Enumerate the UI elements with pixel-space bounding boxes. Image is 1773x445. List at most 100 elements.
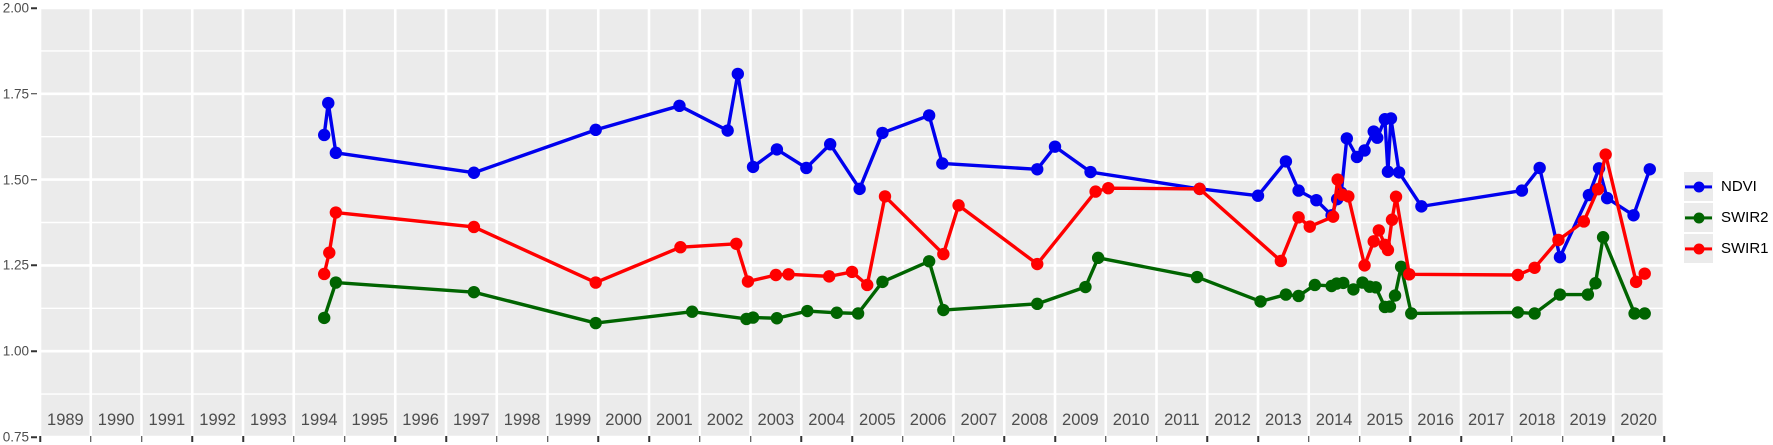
- data-point[interactable]: [467, 220, 481, 234]
- data-point[interactable]: [1048, 140, 1062, 153]
- data-point[interactable]: [1415, 200, 1428, 213]
- data-point[interactable]: [1600, 191, 1614, 205]
- data-point[interactable]: [1591, 183, 1605, 196]
- data-point[interactable]: [830, 306, 843, 319]
- data-point[interactable]: [1528, 307, 1541, 320]
- data-point[interactable]: [741, 275, 755, 288]
- data-point[interactable]: [1251, 189, 1265, 202]
- data-point[interactable]: [329, 146, 343, 160]
- data-point[interactable]: [876, 126, 889, 140]
- data-point[interactable]: [1552, 233, 1565, 247]
- data-point[interactable]: [1388, 289, 1402, 302]
- data-point[interactable]: [730, 237, 743, 250]
- data-point[interactable]: [323, 246, 336, 259]
- data-point[interactable]: [467, 285, 481, 299]
- data-point[interactable]: [1310, 193, 1323, 207]
- data-point[interactable]: [746, 160, 760, 174]
- data-point[interactable]: [1628, 307, 1641, 320]
- data-point[interactable]: [1331, 173, 1344, 186]
- data-point[interactable]: [746, 311, 760, 324]
- data-point[interactable]: [589, 276, 602, 289]
- data-point[interactable]: [845, 265, 859, 279]
- data-point[interactable]: [318, 267, 331, 281]
- data-point[interactable]: [936, 157, 949, 170]
- data-point[interactable]: [851, 307, 865, 320]
- data-point[interactable]: [329, 276, 343, 289]
- data-point[interactable]: [1599, 148, 1612, 161]
- data-point[interactable]: [770, 143, 784, 156]
- data-point[interactable]: [322, 96, 335, 110]
- data-point[interactable]: [1279, 155, 1293, 168]
- data-point[interactable]: [1031, 163, 1044, 176]
- data-point[interactable]: [1582, 188, 1596, 202]
- data-point[interactable]: [674, 241, 687, 254]
- data-point[interactable]: [1292, 211, 1305, 224]
- data-point[interactable]: [861, 278, 874, 292]
- data-point[interactable]: [1385, 213, 1399, 226]
- data-point[interactable]: [1367, 235, 1380, 248]
- data-point[interactable]: [1292, 184, 1305, 197]
- data-point[interactable]: [1389, 190, 1403, 203]
- data-point[interactable]: [853, 182, 866, 196]
- data-point[interactable]: [1031, 297, 1044, 311]
- data-point[interactable]: [769, 268, 783, 282]
- data-point[interactable]: [1643, 163, 1656, 176]
- data-point[interactable]: [685, 305, 699, 318]
- data-point[interactable]: [1394, 260, 1408, 273]
- data-point[interactable]: [1384, 112, 1398, 125]
- data-point[interactable]: [1533, 161, 1546, 175]
- data-point[interactable]: [922, 109, 936, 122]
- data-point[interactable]: [1084, 165, 1097, 179]
- data-point[interactable]: [1347, 283, 1360, 296]
- data-point[interactable]: [673, 99, 686, 113]
- data-point[interactable]: [876, 275, 889, 289]
- data-point[interactable]: [1102, 181, 1115, 195]
- data-point[interactable]: [878, 190, 892, 203]
- data-point[interactable]: [1577, 215, 1591, 228]
- data-point[interactable]: [1190, 270, 1204, 284]
- legend-item-swir1[interactable]: SWIR1: [1684, 233, 1773, 264]
- data-point[interactable]: [1581, 288, 1595, 301]
- data-point[interactable]: [822, 270, 836, 283]
- data-point[interactable]: [782, 268, 795, 281]
- data-point[interactable]: [1292, 289, 1305, 303]
- data-point[interactable]: [329, 206, 343, 219]
- data-point[interactable]: [1254, 295, 1267, 308]
- data-point[interactable]: [800, 161, 813, 175]
- data-point[interactable]: [1638, 267, 1651, 280]
- data-point[interactable]: [1193, 182, 1206, 196]
- data-point[interactable]: [1308, 278, 1322, 292]
- data-point[interactable]: [1638, 307, 1651, 320]
- data-point[interactable]: [1511, 268, 1525, 282]
- legend-item-ndvi[interactable]: NDVI: [1684, 171, 1773, 202]
- data-point[interactable]: [1358, 259, 1371, 272]
- data-point[interactable]: [1369, 281, 1382, 294]
- data-point[interactable]: [1091, 251, 1105, 265]
- data-point[interactable]: [1515, 184, 1529, 197]
- data-point[interactable]: [1274, 254, 1288, 268]
- data-point[interactable]: [1392, 166, 1406, 179]
- data-point[interactable]: [318, 128, 331, 142]
- data-point[interactable]: [1528, 261, 1541, 274]
- data-point[interactable]: [922, 255, 936, 268]
- data-point[interactable]: [1337, 276, 1350, 290]
- data-point[interactable]: [1383, 300, 1397, 313]
- data-point[interactable]: [1511, 306, 1525, 319]
- data-point[interactable]: [1372, 224, 1385, 237]
- data-point[interactable]: [1553, 250, 1567, 264]
- data-point[interactable]: [823, 138, 837, 151]
- data-point[interactable]: [589, 123, 602, 137]
- data-point[interactable]: [1371, 131, 1384, 144]
- data-point[interactable]: [1405, 307, 1418, 320]
- data-point[interactable]: [952, 199, 965, 212]
- data-point[interactable]: [1031, 257, 1044, 271]
- data-point[interactable]: [1403, 268, 1416, 281]
- data-point[interactable]: [937, 247, 950, 261]
- data-point[interactable]: [721, 124, 734, 137]
- data-point[interactable]: [937, 303, 950, 317]
- data-point[interactable]: [589, 316, 602, 330]
- data-point[interactable]: [1089, 185, 1102, 198]
- data-point[interactable]: [1596, 231, 1610, 244]
- data-point[interactable]: [1381, 165, 1395, 178]
- data-point[interactable]: [801, 304, 814, 318]
